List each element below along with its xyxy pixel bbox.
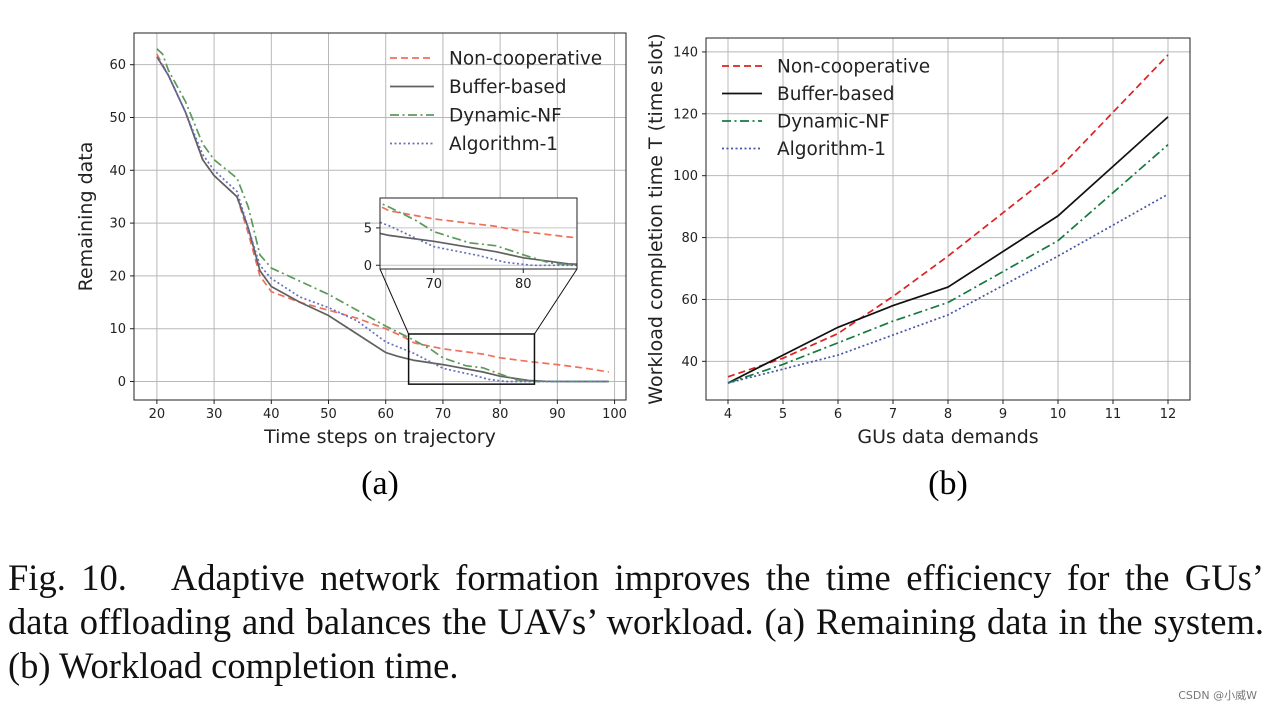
x-tick-label: 60: [377, 407, 394, 422]
x-axis-label: GUs data demands: [857, 426, 1038, 448]
x-tick-label: 50: [320, 407, 337, 422]
y-tick-label: 20: [109, 269, 126, 284]
series-line-algorithm-1: [156, 56, 609, 383]
plot-frame: [705, 37, 1191, 401]
x-axis-label: Time steps on trajectory: [263, 426, 496, 448]
y-tick-label: 40: [681, 355, 698, 370]
series-line-buffer-based: [727, 116, 1169, 384]
y-tick-label: 40: [109, 164, 126, 179]
inset-series-line-algorithm-1: [380, 221, 577, 267]
x-tick-label: 12: [1160, 407, 1177, 422]
x-tick-label: 4: [724, 407, 732, 422]
y-tick-label: 100: [673, 169, 698, 184]
y-tick-label: 80: [681, 231, 698, 246]
y-axis-label: Remaining data: [75, 142, 97, 292]
legend-label: Non-cooperative: [777, 57, 930, 78]
y-tick-label: 10: [109, 322, 126, 337]
inset-y-tick-label: 5: [364, 221, 372, 236]
legend-label: Buffer-based: [449, 77, 567, 98]
x-tick-label: 7: [889, 407, 897, 422]
legend: Non-cooperative Buffer-based Dynamic-NF Alg…: [722, 57, 930, 160]
legend-label: Dynamic-NF: [449, 106, 562, 127]
legend-label: Dynamic-NF: [777, 112, 890, 133]
x-tick-label: 40: [263, 407, 280, 422]
y-tick-label: 60: [109, 58, 126, 73]
caption-text: Adaptive network formation improves the …: [8, 557, 1264, 686]
series-line-non-cooperative: [727, 54, 1169, 378]
inset-series-line-non-cooperative: [380, 205, 577, 239]
x-tick-label: 10: [1050, 407, 1067, 422]
y-tick-label: 60: [681, 293, 698, 308]
zoom-connector: [379, 268, 410, 335]
zoom-source-box: [407, 333, 536, 385]
series-line-dynamic-nf: [156, 48, 609, 383]
legend-label: Non-cooperative: [449, 49, 602, 70]
inset-x-tick-label: 80: [515, 277, 532, 292]
x-tick-label: 30: [206, 407, 223, 422]
x-tick-label: 80: [492, 407, 509, 422]
inset-frame: [379, 197, 578, 270]
x-tick-label: 90: [549, 407, 566, 422]
zoom-connector: [534, 268, 578, 335]
series-line-dynamic-nf: [727, 144, 1169, 384]
legend: Non-cooperative Buffer-based Dynamic-NF Alg…: [390, 49, 602, 155]
inset-x-tick-label: 70: [425, 277, 442, 292]
y-tick-label: 140: [673, 45, 698, 60]
inset-y-tick-label: 0: [364, 259, 372, 274]
series-line-non-cooperative: [156, 53, 609, 373]
x-tick-label: 5: [779, 407, 787, 422]
inset-background: [380, 198, 577, 269]
plot-frame: [133, 32, 627, 401]
y-tick-label: 120: [673, 107, 698, 122]
x-tick-label: 6: [834, 407, 842, 422]
x-tick-label: 20: [149, 407, 166, 422]
legend-label: Algorithm-1: [777, 139, 886, 160]
caption-fig-label: Fig. 10.: [8, 557, 127, 598]
inset-series-line-buffer-based: [380, 232, 577, 266]
x-tick-label: 9: [999, 407, 1007, 422]
legend-label: Algorithm-1: [449, 134, 558, 155]
inset-plot: 70 80 0 5: [364, 197, 578, 292]
y-tick-label: 0: [118, 375, 126, 390]
x-tick-label: 100: [602, 407, 627, 422]
legend-label: Buffer-based: [777, 84, 895, 105]
subfigure-label: (b): [928, 465, 968, 502]
figure-caption: Fig. 10. Adaptive network formation impro…: [8, 556, 1264, 688]
y-tick-label: 30: [109, 217, 126, 232]
y-tick-label: 50: [109, 111, 126, 126]
x-tick-label: 11: [1105, 407, 1122, 422]
series-line-algorithm-1: [727, 193, 1169, 384]
y-axis-label: Workload completion time T (time slot): [645, 33, 667, 404]
watermark: CSDN @小威W: [1178, 689, 1257, 702]
x-tick-label: 70: [435, 407, 452, 422]
subfigure-label: (a): [361, 465, 399, 502]
x-tick-label: 8: [944, 407, 952, 422]
chart-b: 4 5 6 7 8 9 10 11 12 40 60 80 100 120 140 GUs data dema…: [645, 33, 1191, 502]
inset-series-line-dynamic-nf: [380, 202, 577, 267]
